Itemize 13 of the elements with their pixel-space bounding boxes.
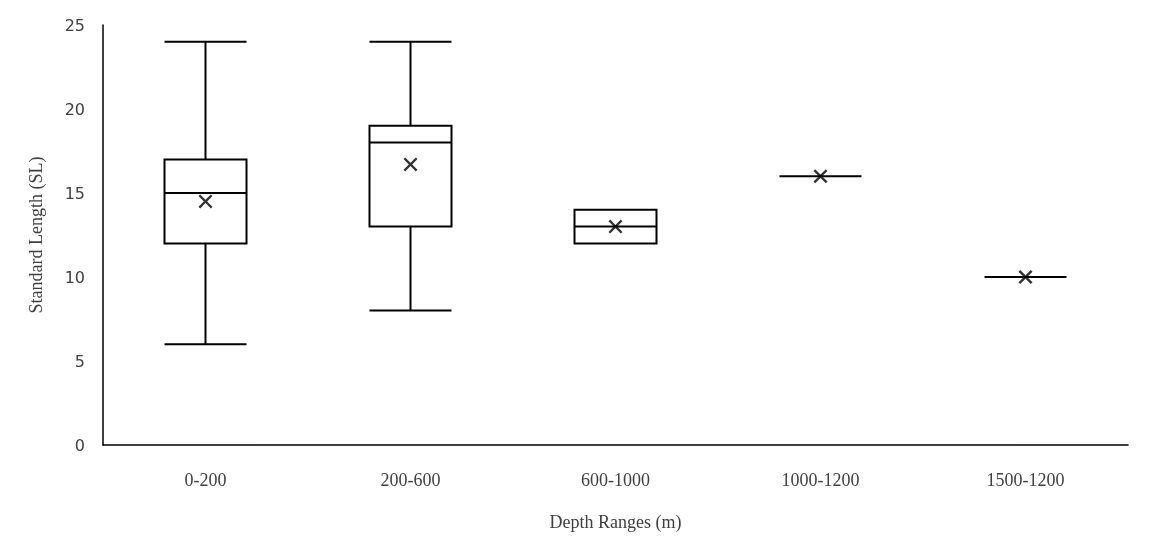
x-tick-label: 200-600 [380, 470, 441, 490]
y-tick-label: 0 [74, 435, 85, 455]
x-tick-label: 0-200 [184, 470, 227, 490]
y-tick-label: 25 [64, 15, 85, 35]
x-tick-label: 1000-1200 [781, 470, 860, 490]
y-tick-label: 5 [74, 351, 85, 371]
x-tick-label: 600-1000 [581, 470, 650, 490]
x-axis-title: Depth Ranges (m) [549, 512, 682, 533]
y-axis-title: Standard Length (SL) [26, 156, 47, 314]
x-tick-label: 1500-1200 [986, 470, 1065, 490]
y-tick-label: 20 [64, 99, 85, 119]
y-tick-label: 10 [64, 267, 85, 287]
y-tick-label: 15 [64, 183, 85, 203]
